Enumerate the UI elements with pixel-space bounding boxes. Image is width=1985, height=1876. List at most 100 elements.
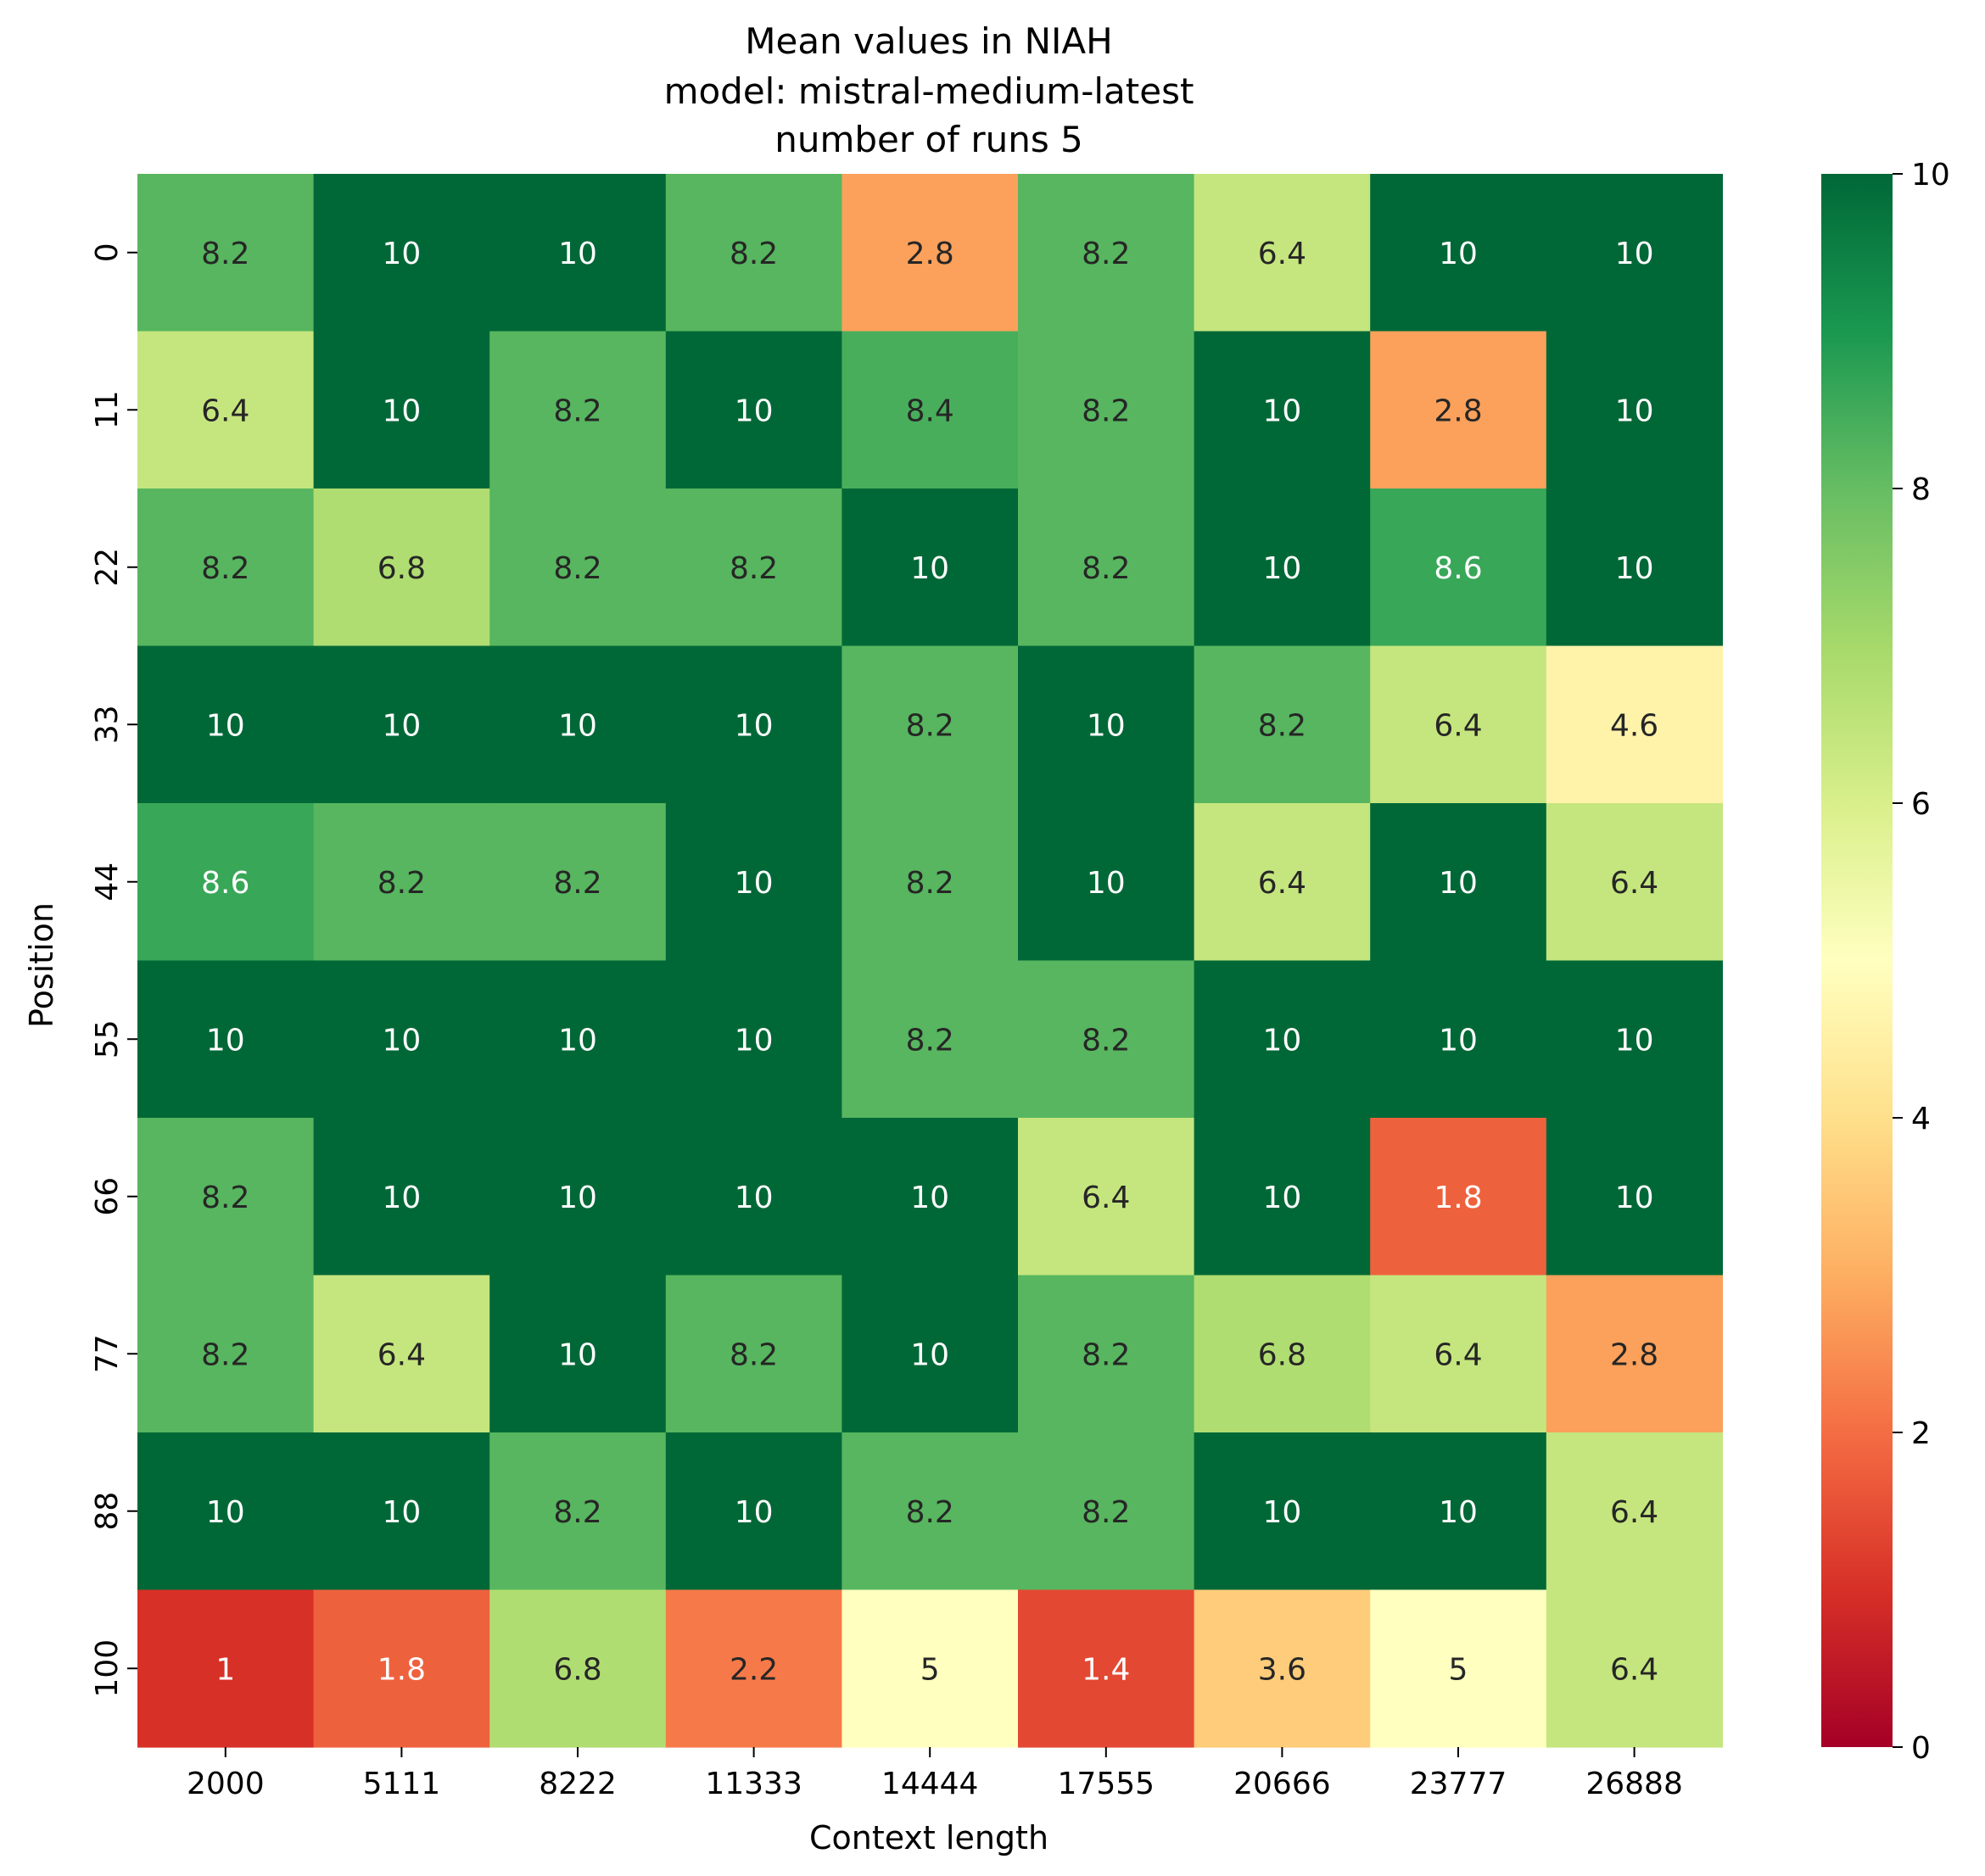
heatmap-cell	[1546, 1275, 1723, 1433]
cell-value-label: 10	[1615, 237, 1654, 271]
heatmap-cell	[489, 1118, 667, 1276]
cell-value-label: 8.2	[1082, 1023, 1130, 1058]
heatmap-cell	[1018, 1118, 1195, 1276]
y-tick-label: 44	[90, 863, 125, 902]
cell-value-label: 10	[1087, 708, 1126, 743]
heatmap-cell	[842, 174, 1019, 332]
heatmap-cell	[1370, 1589, 1547, 1748]
cell-value-label: 10	[1262, 1181, 1301, 1215]
cell-value-label: 8.2	[730, 237, 778, 271]
heatmap-cell	[313, 1432, 490, 1591]
cell-value-label: 8.4	[906, 394, 954, 428]
cell-value-label: 6.8	[377, 551, 426, 586]
heatmap-cell	[1018, 489, 1195, 647]
heatmap-cell	[665, 489, 842, 647]
heatmap-cell	[1546, 331, 1723, 489]
cell-value-label: 10	[735, 1023, 774, 1058]
cell-value-label: 8.2	[553, 1495, 601, 1530]
cell-value-label: 6.4	[1434, 708, 1482, 743]
cell-value-label: 2.2	[730, 1652, 778, 1687]
heatmap-cell	[842, 803, 1019, 962]
cell-value-label: 6.4	[1082, 1181, 1130, 1215]
cell-value-label: 10	[1615, 1023, 1654, 1058]
heatmap-cell	[1546, 1432, 1723, 1591]
cell-value-label: 6.4	[377, 1337, 426, 1372]
cell-value-label: 8.2	[201, 237, 249, 271]
cell-value-label: 10	[1262, 551, 1301, 586]
heatmap-cell	[665, 960, 842, 1119]
cell-value-label: 8.2	[1082, 394, 1130, 428]
cell-value-label: 10	[1262, 1023, 1301, 1058]
heatmap-cell	[137, 645, 315, 804]
x-tick-label: 14444	[881, 1767, 979, 1801]
heatmap-cell	[137, 331, 315, 489]
heatmap-cell	[665, 331, 842, 489]
heatmap-cell	[1370, 645, 1547, 804]
heatmap-cell	[842, 645, 1019, 804]
x-tick-label: 17555	[1058, 1767, 1155, 1801]
colorbar-gradient	[1821, 174, 1893, 1747]
cell-value-label: 10	[735, 708, 774, 743]
cell-value-label: 10	[1439, 1023, 1478, 1058]
heatmap-cell	[1018, 1275, 1195, 1433]
cell-value-label: 6.4	[1434, 1337, 1482, 1372]
cell-value-label: 6.4	[1610, 1495, 1658, 1530]
chart-title-line-1: Mean values in NIAH	[745, 20, 1113, 62]
heatmap-cell	[1546, 645, 1723, 804]
heatmap-cell	[313, 331, 490, 489]
heatmap-cell	[489, 489, 667, 647]
heatmap-cell	[489, 1589, 667, 1748]
heatmap-cell	[1194, 960, 1371, 1119]
cell-value-label: 10	[735, 394, 774, 428]
cell-value-label: 10	[1087, 866, 1126, 901]
heatmap-cell	[842, 960, 1019, 1119]
colorbar-tick-label: 6	[1911, 787, 1931, 822]
heatmap-cell	[665, 174, 842, 332]
cell-value-label: 6.4	[1610, 866, 1658, 901]
cell-value-label: 10	[206, 708, 245, 743]
cell-value-label: 6.4	[1258, 866, 1306, 901]
chart-title-line-3: number of runs 5	[774, 119, 1083, 160]
cell-value-label: 1.8	[1434, 1181, 1482, 1215]
heatmap-cell	[665, 1118, 842, 1276]
heatmap-cell	[1194, 1589, 1371, 1748]
heatmap-cell	[1370, 1432, 1547, 1591]
heatmap-cell	[1018, 331, 1195, 489]
heatmap-cell	[1370, 1118, 1547, 1276]
heatmap-cell	[842, 1118, 1019, 1276]
cell-value-label: 1.4	[1082, 1652, 1130, 1687]
cell-value-label: 2.8	[1434, 394, 1482, 428]
cell-value-label: 6.4	[1258, 237, 1306, 271]
heatmap-cell	[1194, 331, 1371, 489]
cell-value-label: 10	[1615, 394, 1654, 428]
cell-value-label: 10	[206, 1023, 245, 1058]
cell-value-label: 8.2	[1258, 708, 1306, 743]
heatmap-cell	[1546, 1589, 1723, 1748]
heatmap-cell	[665, 1432, 842, 1591]
colorbar-tick-label: 0	[1911, 1731, 1931, 1766]
chart-title-line-2: model: mistral-medium-latest	[664, 70, 1194, 112]
colorbar: 0 2 4 6 8 10	[1821, 158, 1950, 1766]
heatmap-cell	[1018, 174, 1195, 332]
cell-value-label: 10	[382, 1181, 421, 1215]
heatmap-cell	[1546, 803, 1723, 962]
heatmap-cell	[1194, 489, 1371, 647]
cell-value-label: 1.8	[377, 1652, 426, 1687]
heatmap-cell	[137, 960, 315, 1119]
x-tick-label: 26888	[1585, 1767, 1683, 1801]
heatmap-cell	[1194, 645, 1371, 804]
cell-value-label: 10	[382, 708, 421, 743]
cell-value-label: 10	[558, 1023, 597, 1058]
heatmap-cell	[1370, 960, 1547, 1119]
heatmap-cell	[1194, 1432, 1371, 1591]
heatmap-cell	[489, 1432, 667, 1591]
heatmap-cells: 8.2 10 10 8.2 2.8 8.2 6.4 10 10 6.4 10 8.2 10 8.4 8.2 1…	[137, 174, 1723, 1748]
heatmap-cell	[842, 1589, 1019, 1748]
cell-value-label: 8.2	[730, 1337, 778, 1372]
cell-value-label: 8.2	[377, 866, 426, 901]
heatmap-cell	[842, 1432, 1019, 1591]
cell-value-label: 5	[1449, 1652, 1468, 1687]
x-tick-label: 23777	[1410, 1767, 1507, 1801]
cell-value-label: 6.4	[201, 394, 249, 428]
heatmap-cell	[1546, 960, 1723, 1119]
